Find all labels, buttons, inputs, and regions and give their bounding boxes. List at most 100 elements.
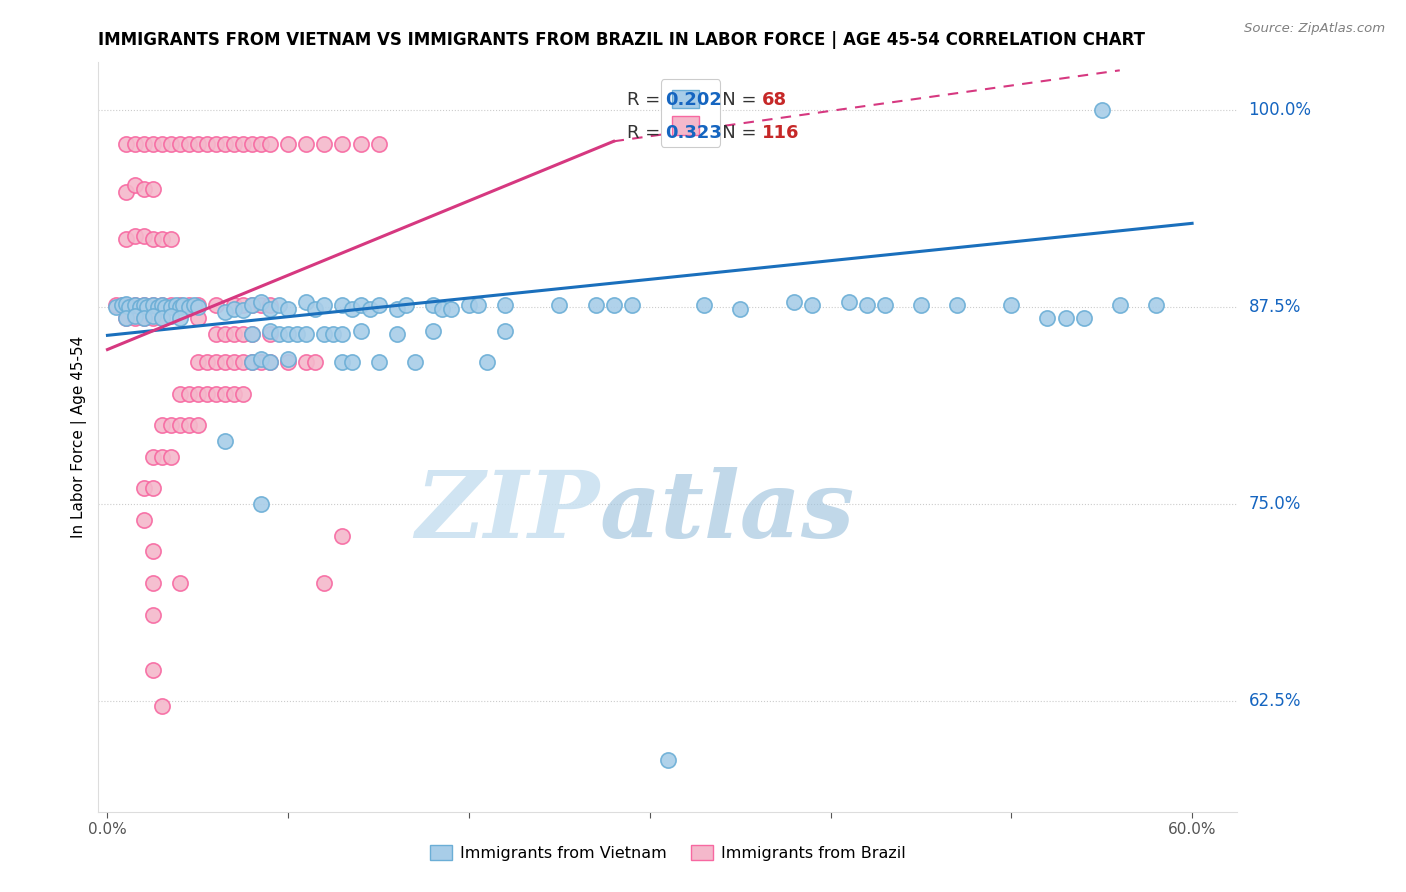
Point bbox=[475, 355, 498, 369]
Point bbox=[458, 298, 481, 312]
Text: N =: N = bbox=[704, 91, 762, 110]
Text: R =: R = bbox=[627, 124, 666, 142]
Point bbox=[332, 298, 354, 312]
Point bbox=[124, 229, 146, 244]
Point bbox=[111, 298, 134, 312]
Point bbox=[222, 386, 245, 401]
Point bbox=[1144, 298, 1167, 312]
Point bbox=[602, 298, 624, 312]
Point bbox=[693, 298, 716, 312]
Point bbox=[404, 355, 426, 369]
Point bbox=[285, 326, 308, 341]
Point bbox=[114, 232, 136, 246]
Point bbox=[195, 386, 218, 401]
Point bbox=[169, 386, 191, 401]
Point bbox=[187, 137, 209, 152]
Point bbox=[150, 418, 173, 433]
Point bbox=[295, 355, 318, 369]
Point bbox=[136, 300, 159, 314]
Point bbox=[340, 301, 363, 316]
Point bbox=[367, 355, 389, 369]
Point bbox=[214, 304, 236, 318]
Legend: Immigrants from Vietnam, Immigrants from Brazil: Immigrants from Vietnam, Immigrants from… bbox=[423, 838, 912, 867]
Point bbox=[232, 303, 254, 318]
Point bbox=[205, 386, 228, 401]
Point bbox=[332, 137, 354, 152]
Point bbox=[159, 137, 181, 152]
Point bbox=[250, 298, 273, 312]
Point bbox=[142, 232, 165, 246]
Point bbox=[277, 326, 299, 341]
Point bbox=[195, 137, 218, 152]
Point bbox=[873, 298, 896, 312]
Point bbox=[349, 298, 371, 312]
Point bbox=[155, 300, 177, 314]
Point bbox=[304, 301, 326, 316]
Text: 62.5%: 62.5% bbox=[1249, 692, 1301, 710]
Point bbox=[314, 326, 336, 341]
Point bbox=[222, 298, 245, 312]
Point bbox=[159, 300, 181, 314]
Text: ZIP: ZIP bbox=[415, 467, 599, 557]
Point bbox=[132, 229, 155, 244]
Point bbox=[910, 298, 932, 312]
Text: 0.202: 0.202 bbox=[665, 91, 721, 110]
Point bbox=[295, 137, 318, 152]
Point bbox=[250, 295, 273, 310]
Point bbox=[222, 355, 245, 369]
Point bbox=[240, 355, 263, 369]
Point bbox=[187, 386, 209, 401]
Point bbox=[132, 298, 155, 312]
Point bbox=[467, 298, 489, 312]
Point bbox=[159, 310, 181, 324]
Text: 100.0%: 100.0% bbox=[1249, 101, 1312, 119]
Point bbox=[295, 326, 318, 341]
Point bbox=[240, 298, 263, 312]
Text: 75.0%: 75.0% bbox=[1249, 495, 1301, 513]
Point bbox=[548, 298, 571, 312]
Point bbox=[150, 699, 173, 714]
Point bbox=[150, 310, 173, 325]
Text: 0.323: 0.323 bbox=[665, 124, 721, 142]
Point bbox=[332, 355, 354, 369]
Point bbox=[314, 137, 336, 152]
Point bbox=[250, 497, 273, 511]
Point bbox=[214, 386, 236, 401]
Point bbox=[214, 326, 236, 341]
Point bbox=[159, 232, 181, 246]
Point bbox=[169, 310, 191, 325]
Point bbox=[332, 529, 354, 543]
Point bbox=[169, 137, 191, 152]
Point bbox=[250, 355, 273, 369]
Point bbox=[277, 301, 299, 316]
Point bbox=[385, 326, 408, 341]
Point bbox=[304, 355, 326, 369]
Point bbox=[359, 301, 381, 316]
Point bbox=[187, 418, 209, 433]
Point bbox=[385, 301, 408, 316]
Point bbox=[1000, 298, 1022, 312]
Point bbox=[124, 137, 146, 152]
Point bbox=[269, 326, 291, 341]
Point bbox=[295, 295, 318, 310]
Point bbox=[177, 298, 200, 312]
Point bbox=[340, 355, 363, 369]
Point bbox=[124, 178, 146, 193]
Point bbox=[165, 298, 187, 312]
Point bbox=[259, 301, 281, 316]
Point bbox=[232, 137, 254, 152]
Point bbox=[159, 418, 181, 433]
Point bbox=[114, 137, 136, 152]
Point bbox=[132, 481, 155, 495]
Point bbox=[142, 576, 165, 591]
Point bbox=[187, 298, 209, 312]
Point bbox=[150, 298, 173, 312]
Point bbox=[395, 298, 418, 312]
Point bbox=[494, 298, 516, 312]
Text: atlas: atlas bbox=[599, 467, 855, 557]
Point bbox=[205, 326, 228, 341]
Point bbox=[214, 137, 236, 152]
Point bbox=[124, 310, 146, 325]
Point bbox=[259, 324, 281, 338]
Point bbox=[114, 298, 136, 312]
